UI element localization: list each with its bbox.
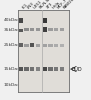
Bar <box>19 28 23 32</box>
Bar <box>54 28 59 31</box>
Text: 25kDa: 25kDa <box>3 43 17 47</box>
Bar <box>60 67 64 71</box>
Text: Hela: Hela <box>51 0 60 10</box>
Bar <box>30 43 34 47</box>
Bar <box>19 18 23 23</box>
Bar <box>43 67 47 71</box>
Bar <box>49 44 53 47</box>
Bar <box>36 28 40 31</box>
Bar <box>30 28 34 31</box>
Text: LN3: LN3 <box>27 1 35 10</box>
Bar <box>18 10 69 92</box>
Text: K-1: K-1 <box>21 2 29 10</box>
Text: 15kDa: 15kDa <box>3 67 17 71</box>
Bar <box>19 43 23 47</box>
Bar <box>54 67 59 71</box>
Text: 3T3: 3T3 <box>45 2 54 10</box>
Text: 10kDa: 10kDa <box>3 83 17 87</box>
Text: 40kDa: 40kDa <box>3 18 17 22</box>
Bar <box>36 67 40 71</box>
Bar <box>19 67 23 71</box>
Bar <box>54 44 59 47</box>
Bar <box>24 67 29 71</box>
Text: MCF-7: MCF-7 <box>57 0 68 10</box>
Bar <box>60 44 64 47</box>
Text: SK-N-SH: SK-N-SH <box>38 0 53 10</box>
Bar <box>43 27 47 32</box>
Text: BUD: BUD <box>72 66 82 72</box>
Bar <box>24 28 29 31</box>
Text: 35kDa: 35kDa <box>3 28 17 32</box>
Text: RAW264.7: RAW264.7 <box>62 0 80 10</box>
Bar <box>43 44 47 47</box>
Text: U251: U251 <box>33 0 43 10</box>
Bar <box>36 44 40 47</box>
Bar <box>24 44 29 47</box>
Bar <box>30 67 34 71</box>
Bar <box>43 18 47 23</box>
Bar <box>49 67 53 71</box>
Bar <box>60 28 64 31</box>
Bar <box>49 28 53 31</box>
